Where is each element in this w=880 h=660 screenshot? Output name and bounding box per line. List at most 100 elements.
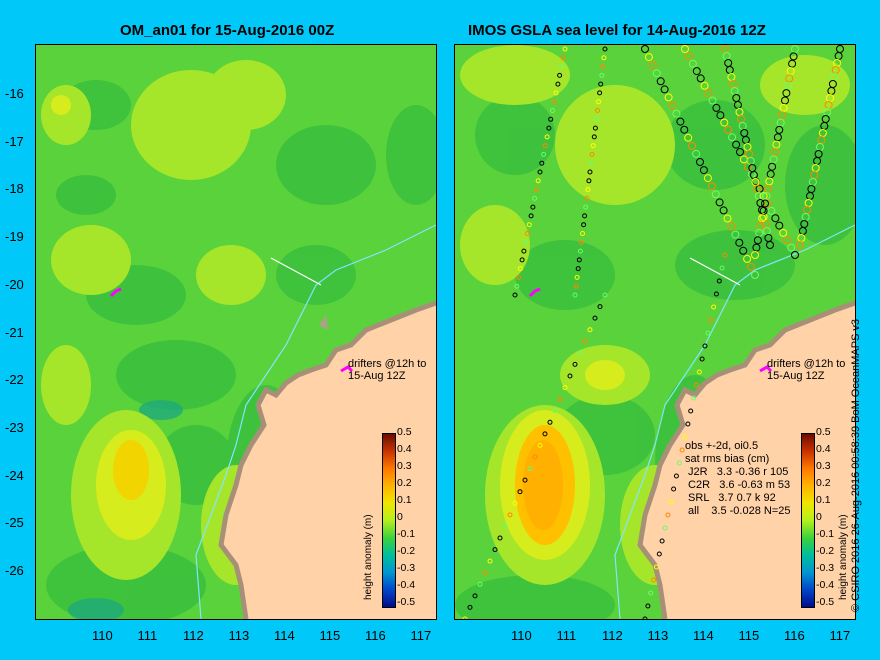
colorbar-tick-label: 0.1: [816, 494, 831, 506]
y-tick-label: -18: [5, 181, 24, 197]
altimeter-obs-point: [578, 239, 584, 245]
altimeter-obs-point: [775, 125, 784, 134]
altimeter-obs-point: [671, 486, 677, 492]
colorbar-tick-label: 0.5: [397, 426, 412, 438]
altimeter-obs-point: [719, 206, 728, 215]
altimeter-obs-point: [684, 133, 693, 142]
altimeter-obs-point: [530, 204, 536, 210]
altimeter-obs-point: [766, 241, 774, 249]
peak-anomaly-patch: [113, 440, 149, 500]
altimeter-obs-point: [597, 304, 603, 310]
drifter-legend-symbol: [340, 365, 354, 373]
satellite-stats: obs +-2d, oi0.5 sat rms bias (cm) J2R 3.…: [685, 440, 791, 517]
altimeter-obs-point: [533, 187, 539, 193]
altimeter-obs-point: [662, 525, 668, 531]
altimeter-obs-point: [712, 103, 721, 112]
altimeter-obs-point: [787, 243, 796, 252]
altimeter-obs-point: [539, 160, 545, 166]
left-panel-title: OM_an01 for 15-Aug-2016 00Z: [120, 22, 335, 39]
x-tick-label: 116: [784, 628, 805, 643]
altimeter-obs-point: [672, 109, 681, 118]
altimeter-obs-point: [592, 315, 598, 321]
altimeter-obs-point: [772, 140, 781, 149]
altimeter-obs-point: [477, 581, 483, 587]
altimeter-obs-point: [648, 61, 657, 70]
altimeter-obs-point: [728, 133, 737, 142]
altimeter-obs-point: [592, 125, 598, 131]
altimeter-obs-point: [548, 116, 554, 122]
drifter-legend-label: drifters @12h to 15-Aug 12Z: [767, 358, 846, 382]
altimeter-obs-point: [535, 178, 541, 184]
altimeter-obs-point: [600, 64, 606, 70]
colorbar-tick-label: -0.3: [397, 562, 416, 574]
altimeter-obs-point: [769, 155, 778, 164]
altimeter-obs-point: [693, 382, 699, 388]
altimeter-obs-point: [660, 85, 669, 94]
altimeter-obs-point: [782, 89, 791, 98]
altimeter-obs-point: [467, 604, 473, 610]
altimeter-obs-point: [582, 213, 588, 219]
altimeter-obs-point: [773, 133, 782, 142]
altimeter-obs-point: [702, 343, 708, 349]
altimeter-obs-point: [708, 96, 717, 105]
altimeter-obs-point: [512, 500, 518, 506]
altimeter-obs-point: [482, 570, 488, 576]
drifter-track: [528, 287, 541, 298]
altimeter-obs-point: [589, 151, 595, 157]
altimeter-obs-point: [762, 192, 771, 201]
altimeter-obs-point: [522, 477, 528, 483]
altimeter-obs-point: [562, 385, 568, 391]
altimeter-obs-point: [724, 125, 733, 134]
colorbar-tick-label: -0.1: [397, 528, 416, 540]
colorbar-tick-label: 0.3: [816, 460, 831, 472]
altimeter-obs-point: [514, 283, 520, 289]
altimeter-obs-point: [532, 454, 538, 460]
altimeter-obs-point: [771, 214, 780, 223]
drifter-track: [109, 287, 122, 298]
altimeter-obs-point: [587, 327, 593, 333]
altimeter-obs-point: [546, 125, 552, 131]
altimeter-obs-point: [673, 473, 679, 479]
altimeter-obs-point: [736, 148, 744, 156]
altimeter-obs-point: [682, 434, 688, 440]
x-tick-label: 111: [556, 628, 577, 643]
altimeter-obs-point: [542, 431, 548, 437]
altimeter-obs-point: [722, 252, 728, 258]
colorbar-tick-label: -0.4: [816, 579, 835, 591]
strong-negative-patches: [68, 400, 183, 619]
altimeter-obs-point: [580, 231, 585, 236]
altimeter-obs-point: [597, 90, 603, 96]
altimeter-obs-point: [752, 243, 761, 252]
section-line: [689, 257, 741, 286]
altimeter-obs-point: [761, 199, 769, 208]
altimeter-obs-point: [598, 81, 604, 87]
altimeter-obs-point: [581, 222, 587, 228]
altimeter-obs-point: [537, 169, 543, 175]
altimeter-obs-point: [572, 292, 578, 298]
altimeter-obs-point: [788, 59, 797, 68]
altimeter-obs-point: [783, 81, 792, 90]
altimeter-obs-point: [656, 77, 665, 86]
colorbar-tick-label: -0.5: [816, 596, 835, 608]
altimeter-obs-point: [739, 246, 748, 255]
altimeter-obs-point: [759, 206, 768, 215]
colorbar-left: [382, 433, 396, 608]
altimeter-obs-point: [688, 59, 697, 68]
altimeter-obs-point: [796, 241, 804, 249]
altimeter-obs-point: [502, 523, 508, 529]
altimeter-obs-point: [791, 251, 799, 259]
right-map-panel[interactable]: drifters @12h to 15-Aug 12Z obs +-2d, oi…: [454, 44, 856, 620]
colorbar-right: [801, 433, 815, 608]
altimeter-obs-point: [648, 590, 654, 596]
altimeter-obs-point: [696, 369, 702, 375]
colorbar-tick-label: 0.3: [397, 460, 412, 472]
altimeter-obs-point: [526, 222, 532, 228]
altimeter-obs-point: [542, 143, 548, 149]
altimeter-obs-point: [679, 447, 685, 453]
left-map-panel[interactable]: drifters @12h to 15-Aug 12Z: [35, 44, 437, 620]
altimeter-obs-point: [588, 160, 594, 166]
altimeter-obs-point: [705, 330, 711, 336]
x-tick-label: 117: [829, 628, 851, 643]
altimeter-obs-point: [743, 254, 752, 263]
x-tick-label: 112: [183, 628, 204, 643]
